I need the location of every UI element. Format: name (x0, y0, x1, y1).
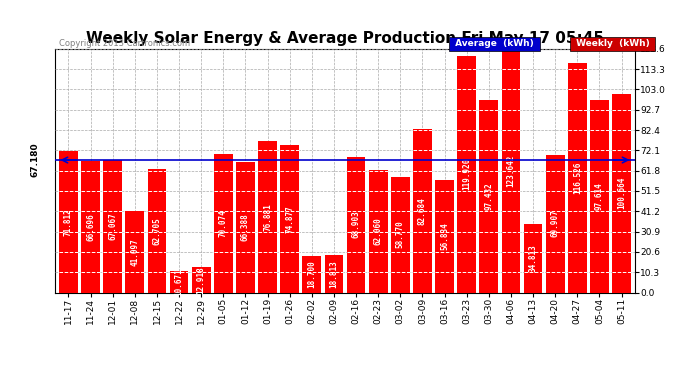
Text: 34.813: 34.813 (529, 244, 538, 272)
Bar (302, 256, 322, 292)
Bar (258, 141, 277, 292)
Bar (214, 154, 233, 292)
Bar (126, 211, 144, 292)
Text: 62.060: 62.060 (374, 217, 383, 245)
Bar (59, 151, 78, 292)
Bar (324, 255, 344, 292)
Bar (391, 177, 410, 292)
Text: 67.180: 67.180 (31, 143, 40, 177)
Bar (457, 56, 476, 292)
Bar (568, 63, 586, 292)
Text: 76.881: 76.881 (263, 203, 272, 231)
Bar (435, 180, 454, 292)
Bar (480, 100, 498, 292)
Text: 82.684: 82.684 (418, 197, 427, 225)
Text: 66.388: 66.388 (241, 213, 250, 241)
Bar (104, 160, 122, 292)
Bar (81, 161, 100, 292)
Text: 62.705: 62.705 (152, 217, 161, 244)
Text: 119.920: 119.920 (462, 158, 471, 190)
Bar (612, 94, 631, 292)
Text: 123.642: 123.642 (506, 154, 515, 187)
Text: 69.907: 69.907 (551, 210, 560, 237)
Title: Weekly Solar Energy & Average Production Fri May 17 05:45: Weekly Solar Energy & Average Production… (86, 31, 604, 46)
Text: 58.770: 58.770 (396, 220, 405, 248)
Text: 67.067: 67.067 (108, 213, 117, 240)
Bar (236, 162, 255, 292)
Bar (280, 145, 299, 292)
Text: Average  (kWh): Average (kWh) (452, 39, 537, 48)
Bar (502, 49, 520, 292)
Text: Weekly  (kWh): Weekly (kWh) (573, 39, 653, 48)
Text: 12.918: 12.918 (197, 266, 206, 294)
Text: 97.432: 97.432 (484, 183, 493, 210)
Bar (148, 169, 166, 292)
Text: 18.813: 18.813 (329, 260, 338, 288)
Bar (192, 267, 210, 292)
Text: 100.664: 100.664 (617, 177, 626, 209)
Text: 97.614: 97.614 (595, 182, 604, 210)
Text: 41.097: 41.097 (130, 238, 139, 266)
Bar (524, 224, 542, 292)
Bar (368, 170, 388, 292)
Bar (546, 154, 564, 292)
Text: 68.903: 68.903 (352, 211, 361, 238)
Bar (413, 129, 432, 292)
Text: Copyright 2013 Cartronics.com: Copyright 2013 Cartronics.com (59, 39, 190, 48)
Text: 71.812: 71.812 (64, 208, 73, 236)
Bar (170, 272, 188, 292)
Text: 56.834: 56.834 (440, 223, 449, 251)
Text: 74.877: 74.877 (285, 205, 294, 232)
Text: 10.671: 10.671 (175, 268, 184, 296)
Text: 116.526: 116.526 (573, 161, 582, 194)
Text: 18.700: 18.700 (307, 260, 316, 288)
Bar (346, 157, 366, 292)
Bar (590, 100, 609, 292)
Text: 66.696: 66.696 (86, 213, 95, 241)
Text: 70.074: 70.074 (219, 210, 228, 237)
